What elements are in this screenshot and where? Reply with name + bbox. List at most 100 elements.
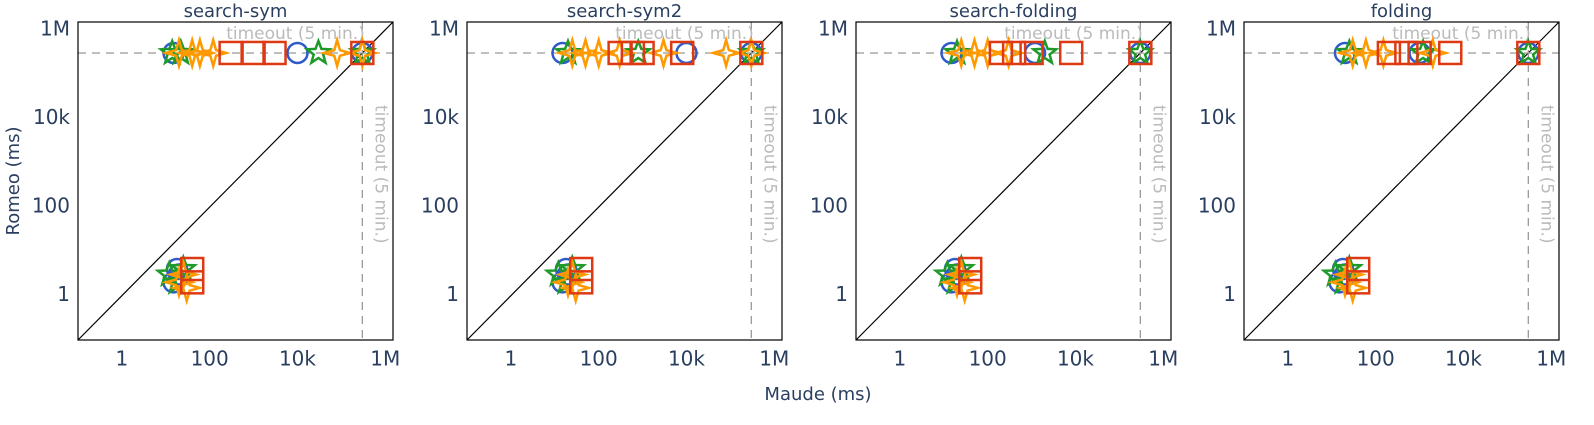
point xyxy=(988,40,1014,66)
x-tick-label: 10k xyxy=(1057,347,1094,371)
point xyxy=(1394,40,1419,66)
point xyxy=(708,35,744,71)
point xyxy=(581,35,617,71)
point xyxy=(553,37,583,66)
point xyxy=(557,253,588,282)
point xyxy=(568,256,594,282)
point xyxy=(319,35,355,71)
x-tick-label: 1 xyxy=(116,347,129,371)
diagonal xyxy=(77,21,394,341)
x-tick-label: 1M xyxy=(1536,347,1566,371)
point xyxy=(1513,37,1544,66)
timeout-label: timeout (5 min.) xyxy=(1004,24,1143,44)
timeout-label: timeout (5 min.) xyxy=(1536,105,1556,244)
point xyxy=(168,253,199,282)
point xyxy=(179,270,205,295)
x-tick-label: 1M xyxy=(370,347,400,371)
x-tick-label: 10k xyxy=(668,347,705,371)
y-tick-label: 1M xyxy=(40,16,70,40)
y-axis-label: Romeo (ms) xyxy=(3,126,24,235)
diagonal xyxy=(1243,21,1560,341)
y-tick-label: 1M xyxy=(1206,16,1236,40)
y-tick-label: 10k xyxy=(422,105,459,129)
timeout-label: timeout (5 min.) xyxy=(370,105,390,244)
point xyxy=(286,41,309,65)
points xyxy=(154,35,380,306)
point xyxy=(970,35,1006,71)
y-tick-label: 100 xyxy=(1198,194,1236,218)
y-tick-label: 100 xyxy=(421,194,459,218)
y-tick-label: 1 xyxy=(1223,282,1236,306)
point xyxy=(1029,37,1060,66)
points xyxy=(1320,35,1544,306)
x-tick-label: 100 xyxy=(580,347,618,371)
y-tick-label: 1M xyxy=(429,16,459,40)
timeout-label: timeout (5 min.) xyxy=(615,24,754,44)
point xyxy=(554,256,590,293)
point xyxy=(942,37,972,66)
point xyxy=(1438,40,1463,66)
plot-frame xyxy=(1243,21,1560,341)
subplot-title: search-sym2 xyxy=(567,1,682,22)
point xyxy=(1128,40,1153,66)
point xyxy=(957,270,983,295)
x-tick-label: 100 xyxy=(969,347,1007,371)
timeout-label: timeout (5 min.) xyxy=(759,105,779,244)
point xyxy=(733,35,769,71)
point xyxy=(1001,40,1027,66)
point xyxy=(645,35,682,71)
point xyxy=(1058,40,1084,66)
point xyxy=(1345,256,1371,282)
points xyxy=(543,35,769,306)
point xyxy=(1125,37,1156,66)
timeout-label: timeout (5 min.) xyxy=(226,24,365,44)
diagonal xyxy=(855,21,1172,341)
x-tick-label: 1 xyxy=(894,347,907,371)
x-tick-label: 1 xyxy=(505,347,518,371)
point xyxy=(669,40,695,66)
y-tick-label: 10k xyxy=(811,105,848,129)
y-tick-label: 1M xyxy=(818,16,848,40)
point xyxy=(739,40,764,66)
plot-frame xyxy=(855,21,1172,341)
point xyxy=(736,37,767,66)
y-tick-label: 100 xyxy=(32,194,70,218)
point xyxy=(174,35,210,71)
point xyxy=(630,40,655,66)
x-tick-label: 100 xyxy=(1357,347,1395,371)
x-tick-label: 1M xyxy=(1148,347,1178,371)
y-tick-label: 1 xyxy=(446,282,459,306)
x-tick-label: 10k xyxy=(279,347,316,371)
y-tick-label: 1 xyxy=(835,282,848,306)
y-tick-label: 100 xyxy=(810,194,848,218)
timeout-label: timeout (5 min.) xyxy=(1148,105,1168,244)
subplot-title: search-sym xyxy=(184,1,288,22)
point xyxy=(303,37,334,66)
subplot-title: folding xyxy=(1371,1,1433,22)
point xyxy=(1376,40,1402,66)
point xyxy=(350,40,375,66)
point xyxy=(1345,270,1371,295)
point xyxy=(347,37,378,66)
y-tick-label: 10k xyxy=(1199,105,1236,129)
x-axis-label: Maude (ms) xyxy=(764,384,871,405)
x-tick-label: 1 xyxy=(1282,347,1295,371)
x-tick-label: 100 xyxy=(191,347,229,371)
x-tick-label: 10k xyxy=(1445,347,1482,371)
point xyxy=(1334,253,1365,282)
point xyxy=(1331,256,1367,293)
point xyxy=(1348,35,1384,71)
point xyxy=(344,35,380,71)
y-tick-label: 1 xyxy=(57,282,70,306)
point xyxy=(1407,40,1432,66)
subplot-title: search-folding xyxy=(950,1,1078,22)
point xyxy=(1019,40,1044,66)
point xyxy=(957,256,983,282)
point xyxy=(262,40,287,66)
point xyxy=(946,253,977,282)
point xyxy=(1516,40,1541,66)
diagonal xyxy=(466,21,783,341)
x-tick-label: 1M xyxy=(759,347,789,371)
point xyxy=(568,270,594,295)
